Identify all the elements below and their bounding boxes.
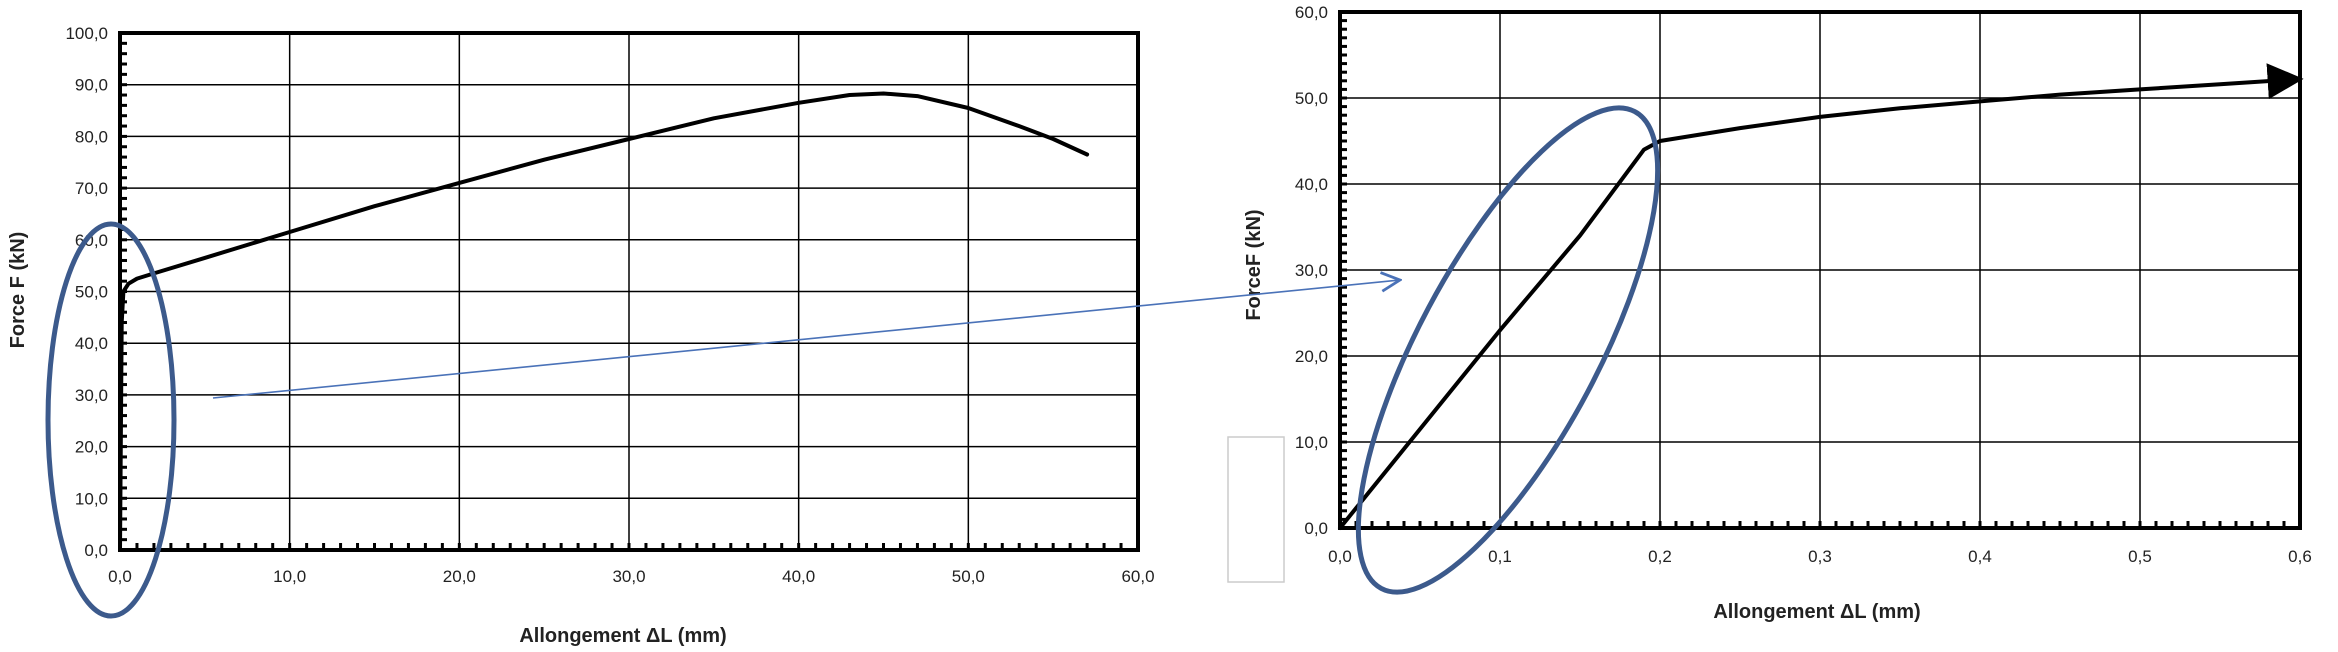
y-tick-label: 50,0 (1295, 89, 1328, 108)
highlight-ellipse-left (45, 221, 177, 619)
y-tick-label: 10,0 (75, 489, 108, 508)
left-series (118, 91, 1090, 552)
y-tick-label: 10,0 (1295, 433, 1328, 452)
chart-force-elongation: 0,0 10,0 20,0 30,0 40,0 50,0 60,0 0,0 10,0 20,0 30… (7, 24, 1155, 647)
y-tick-label: 0,0 (84, 541, 108, 560)
faint-frame (1227, 436, 1285, 583)
x-tick-label: 0,6 (2288, 547, 2312, 566)
x-tick-label: 60,0 (1121, 567, 1154, 586)
zoom-connector-arrow (212, 280, 1400, 399)
left-x-axis-title: Allongement ΔL (mm) (519, 625, 726, 647)
x-tick-label: 0,3 (1808, 547, 1832, 566)
left-tick-labels: 0,0 10,0 20,0 30,0 40,0 50,0 60,0 0,0 10,0 20,0 30… (65, 24, 1154, 586)
series-line (118, 91, 1090, 552)
y-tick-label: 60,0 (1295, 3, 1328, 22)
y-tick-label: 70,0 (75, 179, 108, 198)
x-tick-label: 50,0 (952, 567, 985, 586)
right-tick-labels: 0,0 0,1 0,2 0,3 0,4 0,5 0,6 0,0 10,0 20,0 30,0 40,0… (1295, 3, 2312, 566)
left-grid (119, 32, 1139, 551)
y-tick-label: 40,0 (75, 334, 108, 353)
y-tick-label: 40,0 (1295, 175, 1328, 194)
y-tick-label: 80,0 (75, 127, 108, 146)
x-tick-label: 10,0 (273, 567, 306, 586)
y-tick-label: 100,0 (65, 24, 108, 43)
y-tick-label: 30,0 (75, 386, 108, 405)
y-tick-label: 90,0 (75, 76, 108, 95)
left-y-axis-title: Force F (kN) (7, 232, 29, 349)
x-tick-label: 0,5 (2128, 547, 2152, 566)
x-tick-label: 0,4 (1968, 547, 1992, 566)
x-tick-label: 0,0 (1328, 547, 1352, 566)
x-tick-label: 20,0 (443, 567, 476, 586)
annotations (45, 105, 1661, 619)
x-tick-label: 0,1 (1488, 547, 1512, 566)
x-tick-label: 40,0 (782, 567, 815, 586)
y-tick-label: 30,0 (1295, 261, 1328, 280)
x-tick-label: 30,0 (612, 567, 645, 586)
right-x-axis-title: Allongement ΔL (mm) (1713, 601, 1920, 623)
chart-force-elongation-zoom: 0,0 0,1 0,2 0,3 0,4 0,5 0,6 0,0 10,0 20,0 30,0 40,0… (1227, 3, 2312, 623)
highlight-ellipse-right (1355, 105, 1661, 595)
y-tick-label: 20,0 (1295, 347, 1328, 366)
right-y-axis-title: ForceF (kN) (1243, 209, 1265, 320)
y-tick-label: 20,0 (75, 438, 108, 457)
series-line (1338, 63, 2304, 530)
y-tick-label: 0,0 (1304, 519, 1328, 538)
x-tick-label: 0,0 (108, 567, 132, 586)
x-tick-label: 0,2 (1648, 547, 1672, 566)
right-series (1338, 63, 2304, 530)
y-tick-label: 50,0 (75, 283, 108, 302)
